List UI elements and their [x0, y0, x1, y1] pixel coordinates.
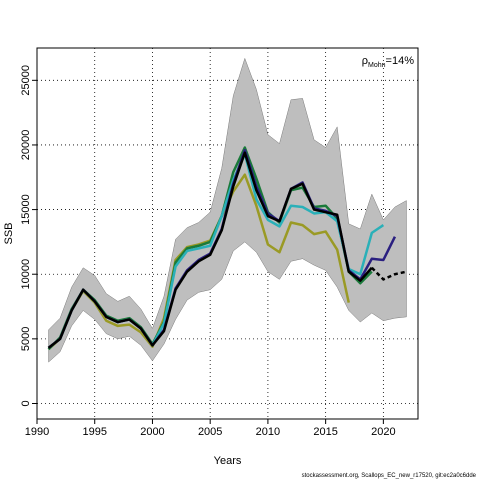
plot-frame — [36, 47, 419, 420]
series-line-base-forecast — [370, 266, 407, 281]
x-tick-label: 2015 — [313, 426, 337, 438]
x-axis: 1990 1995 2000 2005 2010 2015 2020 — [25, 419, 396, 438]
y-tick-label: 25000 — [20, 65, 32, 96]
rho-value: =14% — [386, 55, 415, 67]
series-lines — [47, 146, 407, 351]
footer-credit: stockassessment.org, Scallops_EC_new_r17… — [302, 473, 477, 479]
y-tick-label: 0 — [20, 400, 32, 406]
rho-subscript: Mohn — [368, 62, 386, 69]
rho-symbol: ρ — [362, 55, 368, 67]
x-tick-label: 1990 — [25, 426, 49, 438]
y-tick-label: 15000 — [20, 194, 32, 225]
x-tick-label: 2000 — [140, 426, 164, 438]
y-axis: 0 5000 10000 15000 20000 25000 — [20, 65, 37, 407]
y-tick-label: 20000 — [20, 130, 32, 161]
y-tick-label: 10000 — [20, 259, 32, 290]
x-tick-label: 2010 — [256, 426, 280, 438]
y-tick-label: 5000 — [20, 327, 32, 351]
y-axis-title: SSB — [3, 222, 15, 244]
x-tick-label: 1995 — [82, 426, 106, 438]
x-axis-title: Years — [214, 455, 242, 467]
x-tick-label: 2020 — [371, 426, 395, 438]
series-line-base — [47, 151, 373, 349]
x-tick-label: 2005 — [198, 426, 222, 438]
mohn-rho-annotation: ρMohn=14% — [362, 55, 414, 69]
